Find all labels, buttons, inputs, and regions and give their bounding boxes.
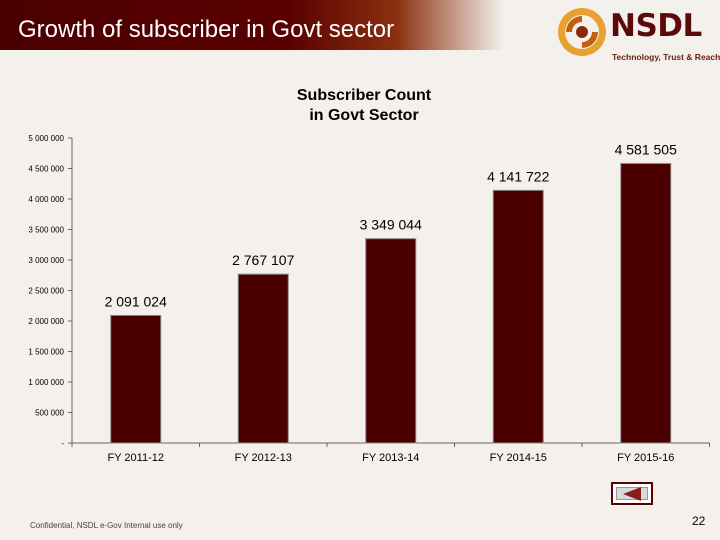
data-label: 2 091 024 (105, 293, 167, 309)
bar (110, 314, 162, 444)
x-tick-label: FY 2015-16 (617, 452, 674, 464)
y-tick-label: - (61, 439, 64, 448)
y-tick-label: 2 500 000 (28, 287, 64, 296)
y-tick-label: 3 000 000 (28, 256, 64, 265)
y-tick-label: 500 000 (35, 409, 64, 418)
logo-tagline: Technology, Trust & Reach (612, 52, 720, 62)
bar (620, 163, 672, 444)
data-label: 4 141 722 (487, 168, 549, 184)
data-label: 3 349 044 (360, 217, 422, 233)
bar (237, 273, 289, 444)
nsdl-logo: NSDL Technology, Trust & Reach (556, 4, 720, 64)
chart-title-line-2: in Govt Sector (309, 107, 419, 124)
footer-confidential: Confidential, NSDL e-Gov Internal use on… (30, 521, 183, 530)
nsdl-emblem-icon (558, 8, 606, 56)
bar (365, 238, 417, 444)
x-tick-label: FY 2012-13 (235, 452, 292, 464)
back-arrow-icon (623, 487, 641, 501)
y-tick-label: 3 500 000 (28, 226, 64, 235)
x-tick-label: FY 2013-14 (362, 452, 419, 464)
y-tick-label: 4 500 000 (28, 165, 64, 174)
data-label: 4 581 505 (615, 142, 677, 158)
y-tick-label: 2 000 000 (28, 317, 64, 326)
page-number: 22 (692, 514, 706, 528)
y-tick-label: 1 000 000 (28, 378, 64, 387)
logo-name: NSDL (610, 8, 702, 44)
data-label: 2 767 107 (232, 252, 294, 268)
x-tick-label: FY 2011-12 (108, 452, 164, 464)
bar (492, 189, 544, 444)
y-tick-label: 4 000 000 (28, 195, 64, 204)
x-tick-label: FY 2014-15 (490, 452, 547, 464)
chart-title-line-1: Subscriber Count (296, 87, 432, 104)
back-button[interactable] (611, 482, 653, 505)
page-title: Growth of subscriber in Govt sector (18, 16, 395, 43)
y-tick-label: 5 000 000 (28, 134, 64, 143)
y-tick-label: 1 500 000 (28, 348, 64, 357)
chart-title: Subscriber Count in Govt Sector (264, 86, 464, 126)
